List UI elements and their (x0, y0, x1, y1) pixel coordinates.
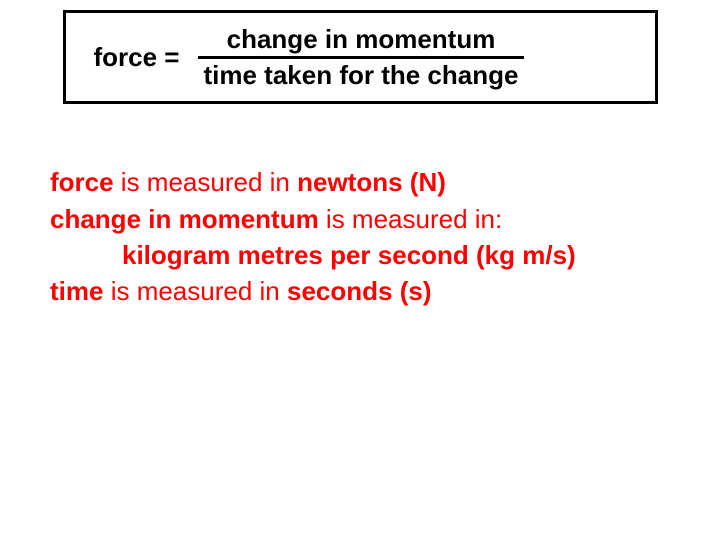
notes-l3-unit: kilogram metres per second (kg m/s) (122, 240, 576, 270)
slide: force = change in momentum time taken fo… (0, 0, 720, 540)
formula-row: force = change in momentum time taken fo… (94, 25, 627, 89)
formula-numerator: change in momentum (221, 25, 502, 54)
notes-l4-unit: seconds (s) (287, 276, 432, 306)
formula-denominator: time taken for the change (198, 61, 525, 90)
fraction-bar (198, 56, 525, 59)
notes-l2-term: change in momentum (50, 204, 319, 234)
notes-l4-word-time: time (50, 276, 103, 306)
notes-l1-mid: is measured in (114, 167, 298, 197)
formula-left: force = (94, 42, 180, 73)
notes-block: force is measured in newtons (N) change … (50, 164, 670, 310)
notes-l1-unit: newtons (N) (297, 167, 446, 197)
notes-line-2: change in momentum is measured in: (50, 201, 670, 237)
notes-l1-word-force: force (50, 167, 114, 197)
notes-line-3: kilogram metres per second (kg m/s) (50, 237, 670, 273)
formula-box: force = change in momentum time taken fo… (63, 10, 658, 104)
formula-fraction: change in momentum time taken for the ch… (198, 25, 525, 89)
notes-line-4: time is measured in seconds (s) (50, 273, 670, 309)
notes-line-1: force is measured in newtons (N) (50, 164, 670, 200)
notes-l4-mid: is measured in (103, 276, 287, 306)
notes-l2-tail: is measured in: (319, 204, 503, 234)
